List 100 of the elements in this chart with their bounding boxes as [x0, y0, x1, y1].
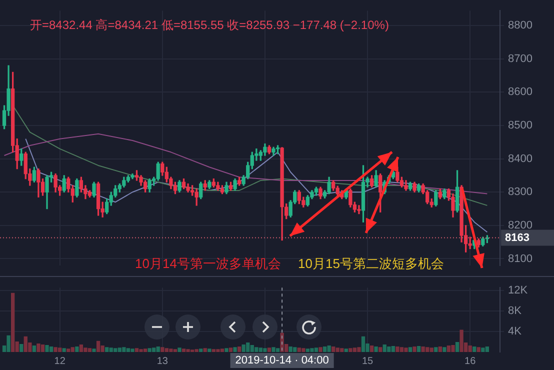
bar — [109, 348, 113, 352]
bar — [302, 348, 306, 352]
bar — [297, 348, 301, 352]
bar — [182, 348, 186, 352]
bar — [476, 347, 480, 352]
bar — [327, 346, 331, 352]
bar — [430, 348, 434, 352]
bar — [314, 348, 318, 352]
bar — [220, 348, 224, 352]
bar — [148, 348, 152, 352]
bar — [276, 348, 280, 352]
bar — [446, 346, 451, 352]
bar — [352, 348, 357, 352]
bar — [49, 346, 54, 352]
bar — [451, 345, 455, 352]
bar — [126, 348, 130, 352]
bar — [224, 348, 228, 352]
bar — [122, 347, 126, 352]
bar — [288, 346, 292, 352]
bar — [472, 346, 476, 352]
bar — [216, 349, 220, 352]
bar — [246, 342, 250, 352]
y-tick-label: 8400 — [508, 152, 532, 165]
bar — [332, 346, 336, 352]
bar — [442, 347, 446, 352]
bar — [374, 346, 378, 352]
bar — [391, 346, 395, 352]
bar — [54, 347, 58, 352]
y-tick-label: 8200 — [508, 219, 532, 232]
bar — [396, 346, 400, 352]
bar — [169, 348, 173, 352]
bar — [344, 348, 348, 352]
bar — [134, 348, 139, 352]
bar — [84, 348, 88, 352]
bar — [361, 336, 366, 352]
bar — [481, 348, 485, 352]
bar — [378, 347, 382, 352]
annotation: 2019-10-14 · 04:00 — [235, 354, 329, 367]
bar — [340, 348, 344, 352]
bar — [173, 349, 178, 352]
bar — [382, 344, 386, 352]
bar — [421, 346, 425, 352]
bar — [237, 346, 242, 352]
bar — [70, 347, 74, 352]
bar — [203, 348, 207, 352]
bar — [438, 346, 442, 352]
bar — [370, 346, 374, 352]
bar — [254, 347, 258, 352]
bar — [6, 335, 10, 352]
bar — [194, 349, 198, 352]
y-tick-label: 8700 — [508, 52, 532, 65]
y-tick-label: 8300 — [508, 186, 532, 198]
bar — [318, 347, 322, 352]
bar — [199, 348, 203, 352]
bar — [460, 330, 464, 352]
bar — [267, 348, 272, 352]
bar — [75, 346, 79, 352]
candlestick — [357, 205, 361, 214]
x-tick-label: 13 — [156, 356, 168, 367]
bar — [322, 346, 327, 352]
x-tick-label: 12 — [54, 356, 66, 367]
bar — [88, 348, 92, 352]
bar — [114, 348, 118, 352]
bar — [10, 292, 15, 352]
bar — [434, 347, 438, 352]
bar — [263, 348, 267, 352]
y-tick-label: 8600 — [508, 86, 532, 98]
bar — [412, 346, 416, 352]
bar — [485, 346, 490, 352]
y-tick-label: 8K — [508, 305, 522, 318]
bar — [408, 347, 412, 352]
ref-line-label: 8163 — [505, 232, 530, 244]
bar — [455, 342, 460, 352]
bar — [45, 345, 49, 352]
bar — [92, 348, 96, 352]
bar — [228, 348, 233, 352]
bar — [36, 343, 40, 352]
bar — [400, 347, 404, 352]
bar — [258, 348, 263, 352]
bar — [186, 349, 190, 352]
bar — [212, 349, 216, 352]
bar — [404, 348, 408, 352]
annotation: 10月15号第二波短多机会 — [298, 256, 444, 272]
bar — [24, 336, 28, 352]
bar — [387, 346, 391, 352]
bar — [32, 346, 36, 352]
bar — [40, 344, 45, 352]
bar — [156, 346, 160, 352]
bar — [96, 340, 100, 352]
bar — [336, 348, 340, 352]
y-tick-label: 8800 — [508, 20, 532, 32]
x-tick-label: 16 — [464, 356, 476, 367]
bar — [416, 346, 421, 352]
bar — [242, 344, 246, 352]
bar — [310, 348, 314, 352]
bar — [139, 349, 143, 352]
bar — [468, 346, 472, 352]
bar — [250, 345, 254, 352]
bar — [357, 347, 361, 352]
bar — [130, 348, 134, 352]
